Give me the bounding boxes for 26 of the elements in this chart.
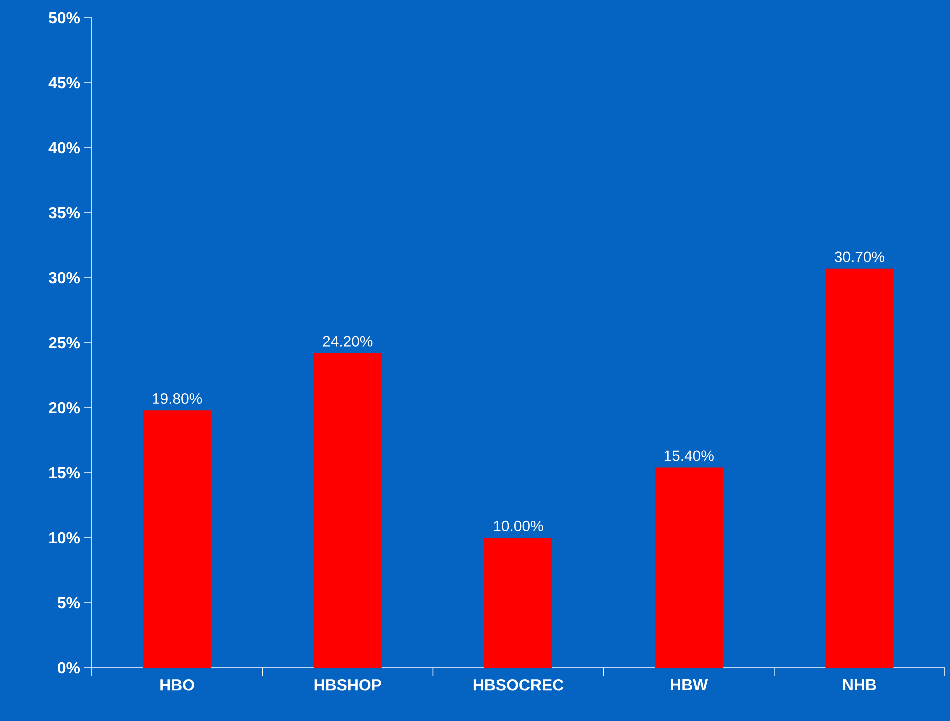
data-label: 19.80%: [153, 393, 202, 404]
x-tick-label: HBO: [160, 680, 194, 691]
bar: [143, 410, 212, 668]
bar: [826, 268, 894, 668]
y-tick-label: 30%: [48, 272, 80, 284]
y-tick-label: 45%: [48, 77, 80, 89]
y-tick-label: 35%: [48, 207, 80, 219]
data-label: 24.20%: [323, 336, 373, 347]
y-tick-label: 0%: [58, 662, 80, 674]
y-tick-label: 50%: [49, 12, 80, 24]
x-tick-label: NHB: [844, 680, 876, 690]
y-tick-label: 40%: [48, 142, 80, 154]
data-label: 15.40%: [664, 450, 714, 462]
y-tick-label: 15%: [50, 467, 80, 479]
bar: [314, 353, 382, 668]
data-label: 10.00%: [494, 520, 544, 532]
x-tick-label: HBW: [671, 680, 708, 690]
y-tick-label: 25%: [49, 337, 80, 349]
data-label: 30.70%: [834, 252, 885, 262]
bar: [655, 468, 724, 668]
y-tick-label: 5%: [58, 597, 80, 609]
y-tick-label: 10%: [50, 532, 80, 544]
x-tick-label: HBSOCREC: [474, 680, 564, 691]
x-tick-label: HBSHOP: [314, 680, 382, 691]
bar: [484, 538, 553, 668]
y-tick-label: 20%: [49, 402, 80, 414]
